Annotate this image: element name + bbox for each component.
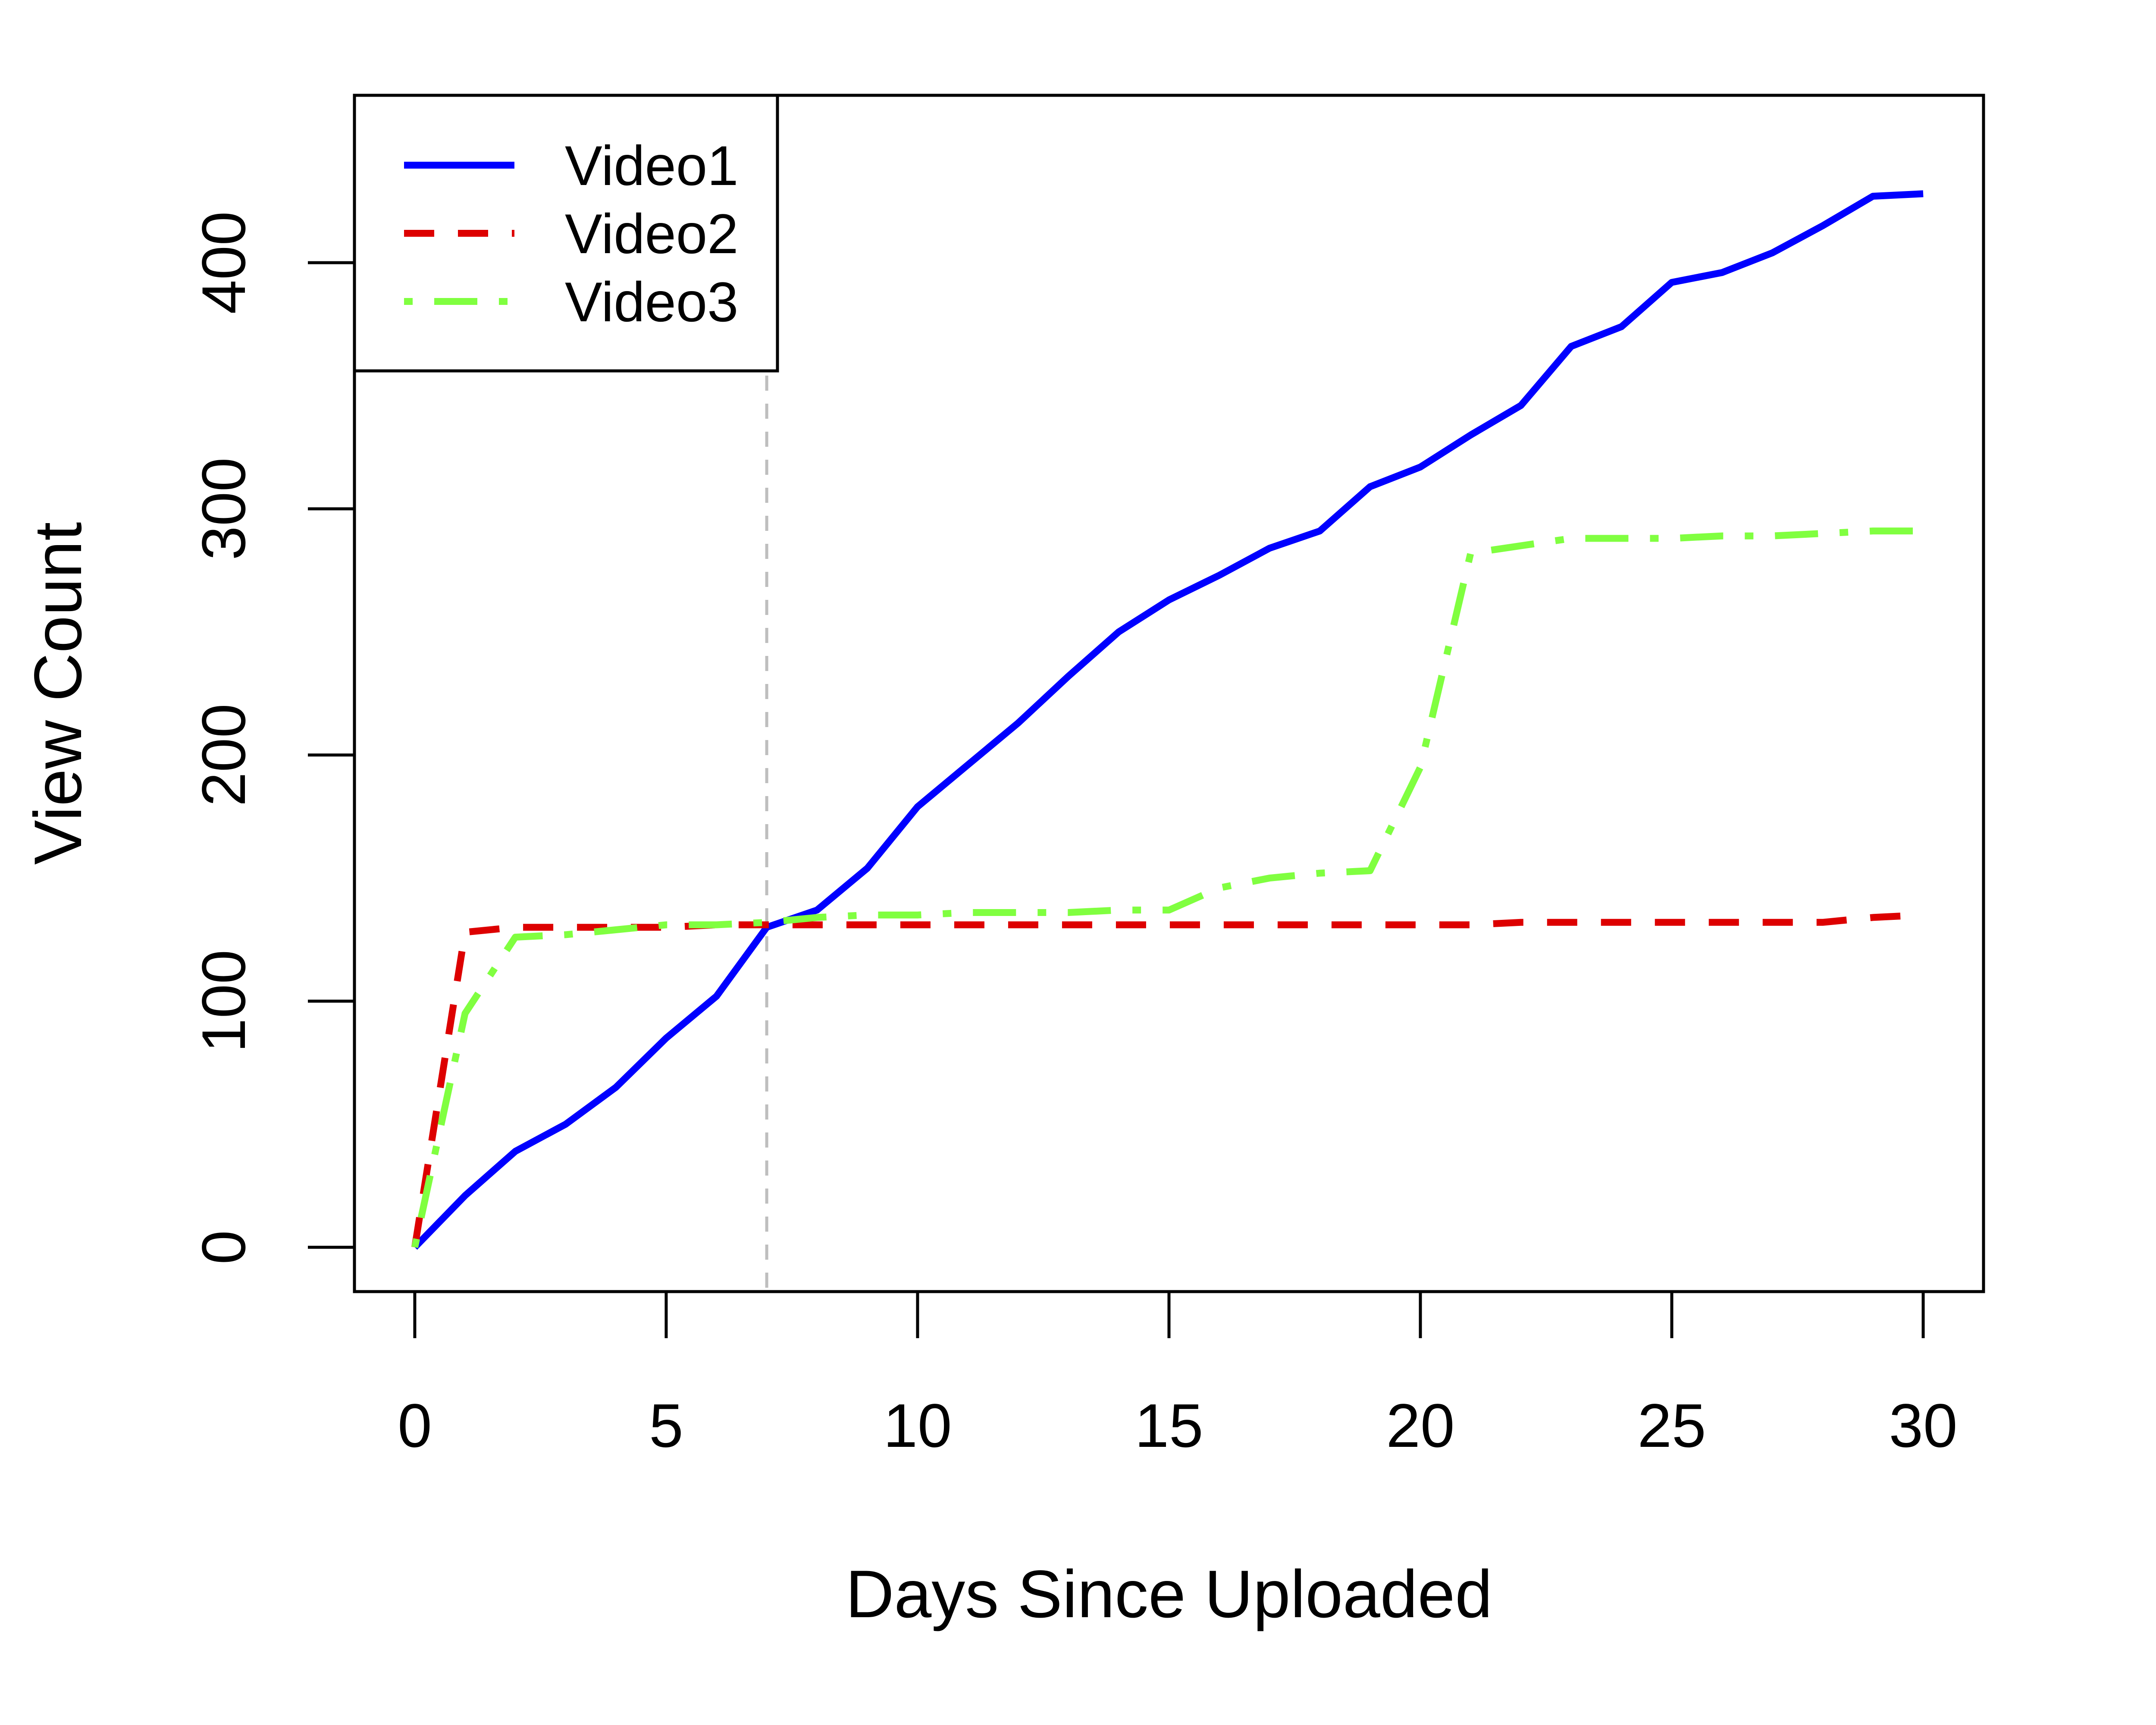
y-tick-label: 300 xyxy=(190,458,258,561)
series-line-video3 xyxy=(411,527,1924,1248)
legend-label-video1: Video1 xyxy=(565,134,738,197)
y-axis: 0 100 200 300 400 xyxy=(190,211,356,1265)
x-tick-label: 15 xyxy=(1134,1392,1203,1460)
x-tick-label: 0 xyxy=(398,1392,432,1460)
y-tick-label: 0 xyxy=(190,1230,258,1265)
x-axis: 0 5 10 15 20 25 30 xyxy=(398,1290,1958,1460)
x-tick-label: 5 xyxy=(649,1392,683,1460)
y-tick-label: 400 xyxy=(190,211,258,314)
y-axis-label: View Count xyxy=(21,522,96,865)
y-tick-label: 200 xyxy=(190,703,258,806)
y-tick-label: 100 xyxy=(190,950,258,1053)
x-tick-label: 10 xyxy=(883,1392,952,1460)
series-line-video2 xyxy=(411,911,1924,1248)
series-layer xyxy=(411,190,1924,1250)
x-tick-label: 30 xyxy=(1889,1392,1958,1460)
legend-box xyxy=(353,94,779,373)
series-line-video1 xyxy=(412,190,1924,1250)
x-tick-label: 25 xyxy=(1638,1392,1706,1460)
legend-label-video3: Video3 xyxy=(565,270,738,333)
legend-label-video2: Video2 xyxy=(565,202,738,265)
x-axis-label: Days Since Uploaded xyxy=(846,1557,1492,1632)
x-tick-label: 20 xyxy=(1386,1392,1454,1460)
